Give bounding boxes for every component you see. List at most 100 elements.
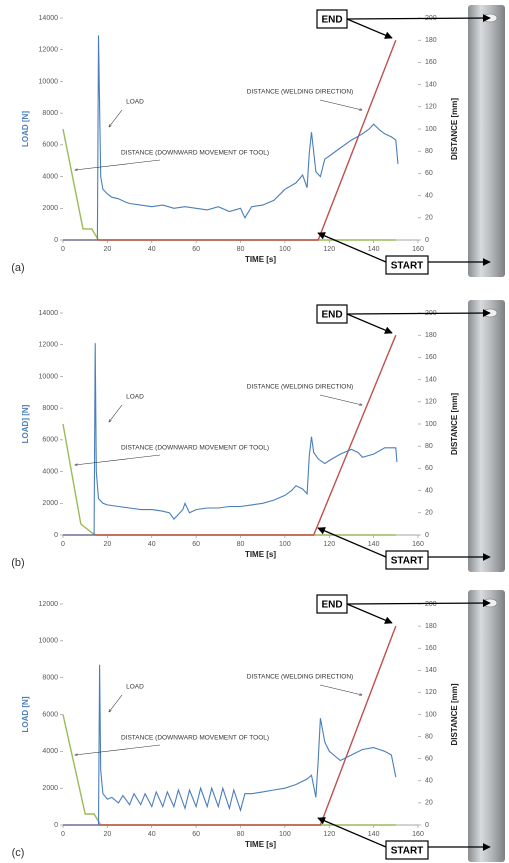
- series-label: DISTANCE (WELDING DIRECTION): [247, 674, 353, 681]
- series-line: [62, 423, 396, 536]
- callout-arrow: [346, 313, 393, 334]
- y2-tick-label: 40: [425, 778, 433, 785]
- y2-tick-label: 0: [425, 822, 429, 829]
- x-tick-label: 160: [412, 246, 424, 253]
- y2-axis-title: DISTANCE [mm]: [450, 683, 459, 745]
- series-line: [63, 35, 399, 241]
- y2-tick-label: 100: [425, 126, 437, 133]
- panel-label: (a): [11, 262, 24, 274]
- y2-tick-label: 120: [425, 689, 437, 696]
- callout-text: END: [321, 310, 342, 321]
- x-tick-label: 40: [148, 831, 156, 838]
- y2-tick-label: 20: [425, 215, 433, 222]
- series-label: DISTANCE (WELDING DIRECTION): [247, 384, 353, 391]
- x-tick-label: 40: [148, 541, 156, 548]
- y2-tick-label: 0: [425, 532, 429, 539]
- y2-tick-label: 160: [425, 354, 437, 361]
- y-tick-label: 8000: [42, 675, 58, 682]
- x-tick-label: 80: [237, 246, 245, 253]
- y-tick-label: 8000: [42, 405, 58, 412]
- y-tick-label: 12000: [39, 47, 59, 54]
- y-tick-label: 6000: [42, 711, 58, 718]
- y2-tick-label: 20: [425, 510, 433, 517]
- annotation-arrow: [109, 109, 123, 127]
- callout-text: END: [321, 600, 342, 611]
- specimen-photo: [468, 5, 505, 277]
- callout-box: [385, 550, 429, 570]
- y-tick-label: 10000: [39, 373, 59, 380]
- y-tick-label: 10000: [39, 638, 59, 645]
- y2-tick-label: 60: [425, 465, 433, 472]
- y-tick-label: 10000: [39, 78, 59, 85]
- series-label: DISTANCE (DOWNWARD MOVEMENT OF TOOL): [121, 150, 269, 157]
- annotation-arrow: [319, 684, 362, 695]
- y2-tick-label: 100: [425, 711, 437, 718]
- x-tick-label: 100: [279, 246, 291, 253]
- y-tick-label: 12000: [39, 601, 59, 608]
- callout-arrow: [346, 14, 491, 22]
- y-tick-label: 2000: [42, 205, 58, 212]
- y2-tick-label: 180: [425, 332, 437, 339]
- y-tick-label: 0: [54, 237, 58, 244]
- x-tick-label: 80: [237, 541, 245, 548]
- x-tick-label: 140: [368, 831, 380, 838]
- x-tick-label: 120: [323, 831, 335, 838]
- y-axis-title: LOAD] [N]: [21, 404, 30, 443]
- y2-tick-label: 160: [425, 59, 437, 66]
- x-tick-label: 60: [192, 831, 200, 838]
- specimen-photo: [468, 590, 505, 862]
- series-line: [63, 334, 397, 536]
- x-tick-label: 60: [192, 246, 200, 253]
- y-tick-label: 6000: [42, 437, 58, 444]
- y2-tick-label: 120: [425, 399, 437, 406]
- series-label: LOAD: [126, 99, 144, 106]
- y-tick-label: 2000: [42, 785, 58, 792]
- x-tick-label: 100: [279, 831, 291, 838]
- callout-box: [385, 840, 429, 860]
- y2-axis-title: DISTANCE [mm]: [450, 393, 459, 455]
- y2-tick-label: 100: [425, 421, 437, 428]
- y-tick-label: 0: [54, 532, 58, 539]
- annotation-arrow: [75, 744, 161, 755]
- annotation-arrow: [75, 159, 161, 170]
- series-label: DISTANCE (WELDING DIRECTION): [247, 89, 353, 96]
- x-axis-title: TIME [s]: [245, 840, 276, 849]
- chart-panel: 0 20 40 60 80 100 120 140 1600200040006000800010…: [11, 300, 505, 572]
- y-tick-label: 4000: [42, 748, 58, 755]
- x-tick-label: 60: [192, 541, 200, 548]
- x-tick-label: 40: [148, 246, 156, 253]
- x-tick-label: 0: [61, 541, 65, 548]
- x-tick-label: 120: [323, 246, 335, 253]
- y2-tick-label: 80: [425, 733, 433, 740]
- y-tick-label: 14000: [39, 15, 59, 22]
- callout-arrow: [317, 817, 387, 848]
- x-tick-label: 0: [61, 246, 65, 253]
- callout-box: [385, 255, 429, 275]
- callout-arrow: [346, 603, 393, 624]
- y-tick-label: 4000: [42, 468, 58, 475]
- y-tick-label: 8000: [42, 110, 58, 117]
- series-label: LOAD: [126, 394, 144, 401]
- callout-text: START: [391, 261, 424, 272]
- y-axis-title: LOAD [N]: [21, 696, 30, 732]
- chart-panel: 0 20 40 60 80 100 120 140 1600200040006000800010…: [11, 5, 505, 277]
- y2-tick-label: 80: [425, 148, 433, 155]
- series-line: [63, 664, 397, 826]
- x-tick-label: 160: [412, 541, 424, 548]
- y2-tick-label: 60: [425, 170, 433, 177]
- x-tick-label: 0: [61, 831, 65, 838]
- y2-tick-label: 140: [425, 376, 437, 383]
- x-tick-label: 80: [237, 831, 245, 838]
- x-axis-title: TIME [s]: [245, 255, 276, 264]
- y-axis-title: LOAD [N]: [21, 111, 30, 147]
- annotation-arrow: [109, 694, 123, 712]
- series-label: DISTANCE (DOWNWARD MOVEMENT OF TOOL): [121, 445, 269, 452]
- y-tick-label: 6000: [42, 142, 58, 149]
- series-label: DISTANCE (DOWNWARD MOVEMENT OF TOOL): [121, 735, 269, 742]
- y2-tick-label: 180: [425, 623, 437, 630]
- y2-tick-label: 80: [425, 443, 433, 450]
- y2-axis-title: DISTANCE [mm]: [450, 98, 459, 160]
- y2-tick-label: 140: [425, 81, 437, 88]
- x-tick-label: 140: [368, 246, 380, 253]
